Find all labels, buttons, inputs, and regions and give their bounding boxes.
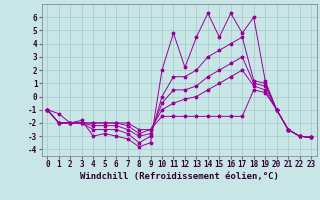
- X-axis label: Windchill (Refroidissement éolien,°C): Windchill (Refroidissement éolien,°C): [80, 172, 279, 181]
